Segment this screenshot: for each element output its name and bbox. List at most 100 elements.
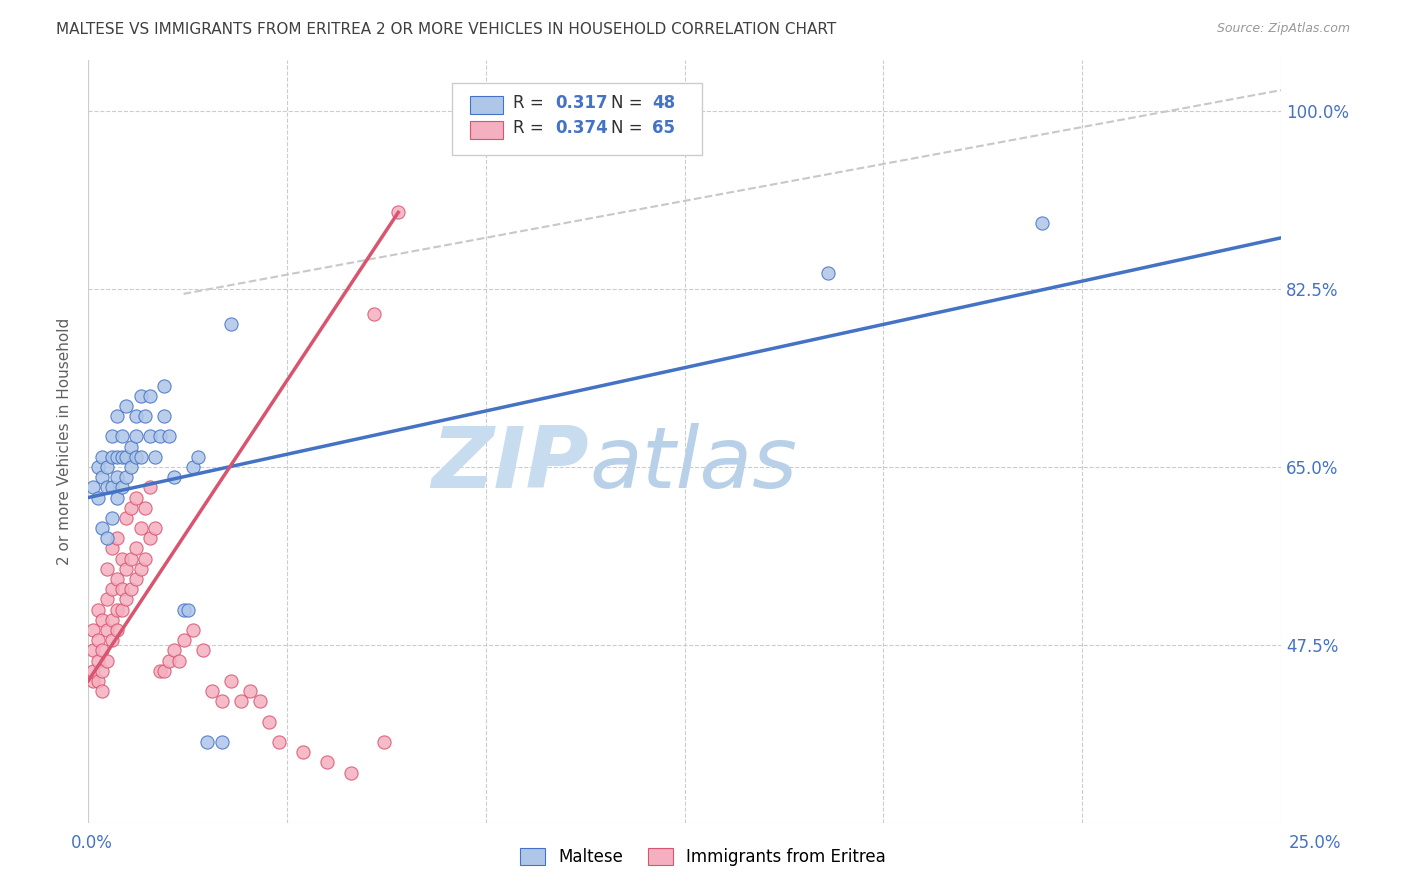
Point (173, 602, 195, 616)
Point (187, 450, 209, 464)
Point (101, 613, 124, 627)
Point (173, 633, 195, 648)
Point (339, 765, 361, 780)
Point (363, 307, 385, 321)
Point (143, 521, 166, 535)
Point (91, 450, 114, 464)
Point (96, 531, 118, 545)
Point (110, 602, 132, 616)
Point (110, 551, 132, 566)
Point (91, 643, 114, 657)
Point (139, 389, 162, 403)
Point (120, 500, 142, 515)
Point (101, 541, 124, 556)
Point (105, 602, 128, 616)
Point (129, 450, 152, 464)
Text: Source: ZipAtlas.com: Source: ZipAtlas.com (1216, 22, 1350, 36)
Point (387, 205, 409, 219)
Text: 65: 65 (652, 120, 675, 137)
Point (105, 450, 128, 464)
Point (105, 623, 128, 637)
Point (86, 602, 108, 616)
Point (153, 378, 176, 392)
Point (110, 582, 132, 597)
Point (91, 613, 114, 627)
Point (163, 470, 186, 484)
Point (267, 735, 290, 749)
Point (101, 429, 124, 443)
Point (125, 541, 148, 556)
Point (110, 450, 132, 464)
Point (229, 694, 252, 708)
Legend: Maltese, Immigrants from Eritrea: Maltese, Immigrants from Eritrea (512, 840, 894, 875)
Point (239, 684, 262, 698)
Point (259, 714, 281, 729)
Point (86, 633, 108, 648)
Point (177, 602, 200, 616)
Point (91, 470, 114, 484)
Point (101, 582, 124, 597)
Point (101, 450, 124, 464)
FancyBboxPatch shape (451, 83, 703, 155)
Text: 0.317: 0.317 (555, 95, 609, 112)
Point (221, 673, 243, 688)
Point (157, 653, 180, 667)
Point (115, 399, 138, 413)
Point (139, 429, 162, 443)
Point (82, 623, 104, 637)
Point (101, 480, 124, 494)
Point (115, 450, 138, 464)
Point (191, 643, 214, 657)
Point (149, 664, 172, 678)
Point (91, 684, 114, 698)
Point (96, 623, 118, 637)
Point (91, 521, 114, 535)
Point (291, 745, 314, 759)
Point (115, 592, 138, 607)
Point (139, 531, 162, 545)
Point (82, 664, 104, 678)
Point (105, 409, 128, 423)
Point (115, 511, 138, 525)
Point (125, 450, 148, 464)
Point (105, 531, 128, 545)
Point (86, 653, 108, 667)
Text: 0.0%: 0.0% (70, 834, 112, 852)
Point (101, 633, 124, 648)
Point (373, 735, 395, 749)
Point (125, 572, 148, 586)
Point (86, 460, 108, 475)
Point (110, 480, 132, 494)
Point (101, 511, 124, 525)
Text: atlas: atlas (589, 423, 797, 506)
Text: R =: R = (513, 120, 548, 137)
Point (120, 440, 142, 454)
Text: N =: N = (610, 120, 648, 137)
Point (125, 409, 148, 423)
Point (163, 643, 186, 657)
Point (134, 551, 156, 566)
Point (134, 409, 156, 423)
Text: R =: R = (513, 95, 548, 112)
Text: MALTESE VS IMMIGRANTS FROM ERITREA 2 OR MORE VEHICLES IN HOUSEHOLD CORRELATION C: MALTESE VS IMMIGRANTS FROM ERITREA 2 OR … (56, 22, 837, 37)
Point (115, 470, 138, 484)
Point (181, 623, 204, 637)
Point (153, 664, 176, 678)
Point (157, 429, 180, 443)
Point (105, 470, 128, 484)
Point (115, 562, 138, 576)
Point (129, 521, 152, 535)
Point (211, 694, 233, 708)
Point (110, 429, 132, 443)
Text: 0.374: 0.374 (555, 120, 609, 137)
Point (120, 551, 142, 566)
Point (96, 592, 118, 607)
Y-axis label: 2 or more Vehicles in Household: 2 or more Vehicles in Household (58, 318, 72, 566)
Point (82, 480, 104, 494)
FancyBboxPatch shape (470, 120, 503, 139)
Point (91, 664, 114, 678)
Point (120, 582, 142, 597)
Point (817, 267, 839, 281)
Point (105, 491, 128, 505)
Point (149, 429, 172, 443)
